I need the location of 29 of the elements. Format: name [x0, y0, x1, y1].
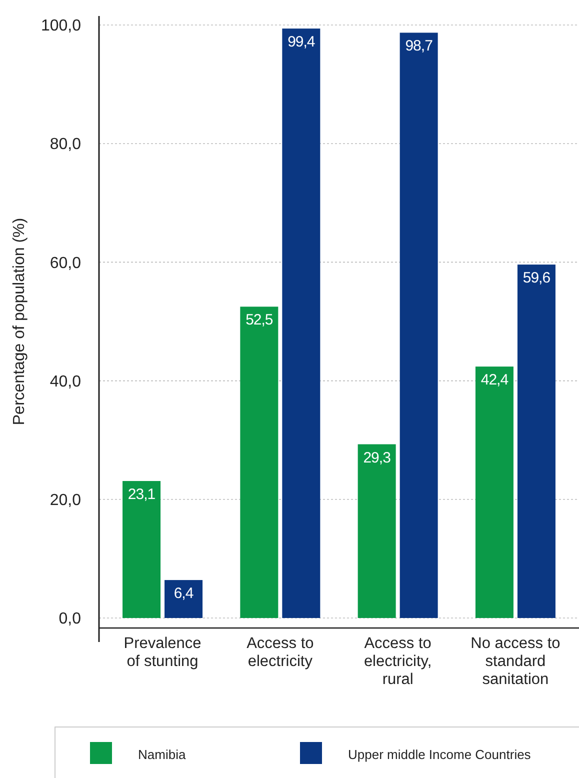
- x-tick-label: Access to electricity, rural: [364, 635, 432, 688]
- y-tick-label: 0,0: [58, 610, 82, 628]
- bar: [517, 264, 556, 618]
- bar: [358, 444, 396, 618]
- x-tick-label: Access to electricity: [246, 635, 314, 670]
- data-label: 29,3: [363, 449, 391, 466]
- x-tick-label: No access to standard sanitation: [470, 635, 560, 688]
- bar: [164, 580, 203, 618]
- bar: [240, 306, 278, 618]
- bar: [282, 28, 320, 618]
- bar: [400, 32, 438, 618]
- legend-label: Upper middle Income Countries: [348, 747, 532, 762]
- y-tick-label: 20,0: [50, 492, 82, 509]
- data-label: 42,4: [480, 372, 508, 389]
- data-label: 99,4: [288, 34, 315, 51]
- y-tick-label: 100,0: [40, 18, 82, 35]
- data-label: 59,6: [522, 270, 550, 287]
- data-label: 6,4: [174, 585, 194, 602]
- y-axis-title: Percentage of population (%): [11, 218, 28, 426]
- data-label: 23,1: [128, 486, 156, 504]
- y-tick-label: 60,0: [50, 254, 82, 272]
- legend-label: Namibia: [138, 747, 186, 762]
- bar: [475, 366, 514, 618]
- x-tick-label: Prevalence of stunting: [124, 635, 202, 670]
- data-label: 52,5: [246, 312, 273, 329]
- y-tick-label: 40,0: [50, 373, 82, 390]
- bar: [122, 481, 161, 618]
- y-tick-label: 80,0: [50, 136, 82, 154]
- data-label: 98,7: [405, 38, 433, 55]
